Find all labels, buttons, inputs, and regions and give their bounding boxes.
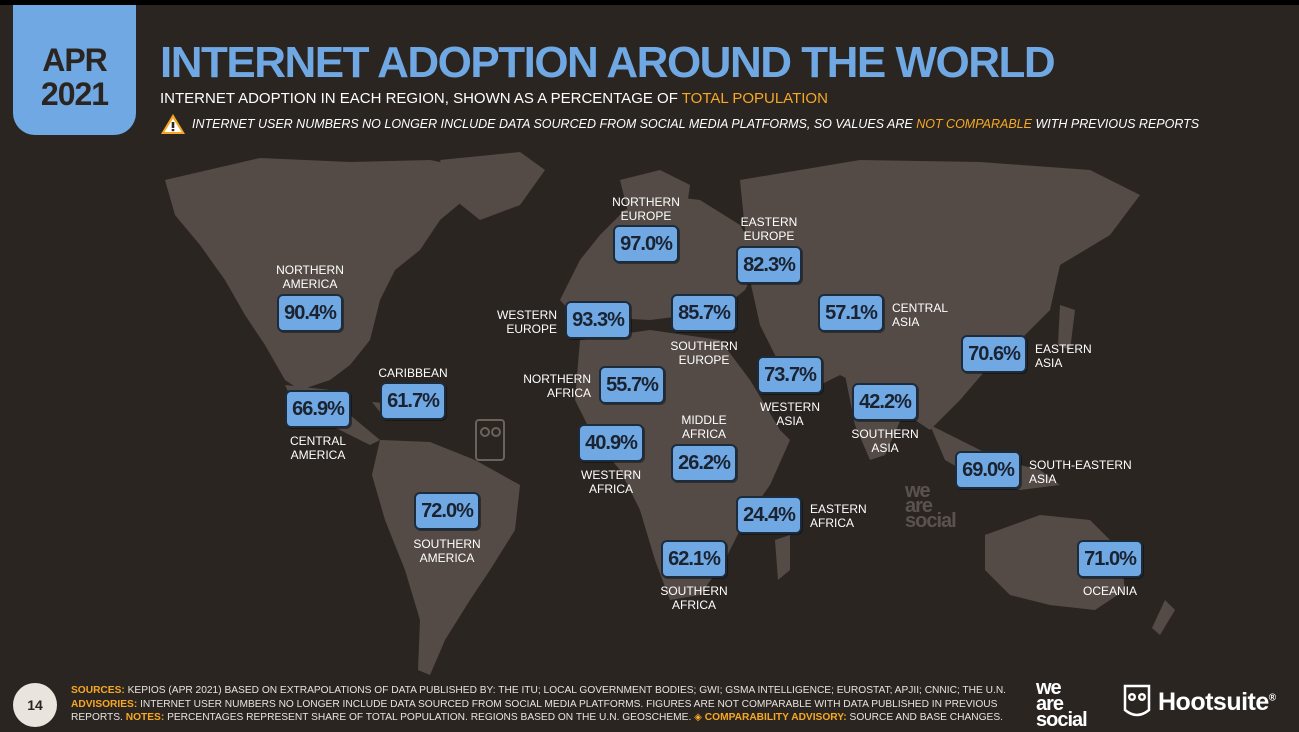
date-month: APR (42, 42, 108, 78)
value-middle-africa: 26.2% (671, 444, 737, 482)
landmass-scandinavia (620, 170, 690, 235)
label-western-africa: WESTERN AFRICA (581, 468, 641, 496)
value-central-america: 66.9% (285, 390, 351, 428)
label-southern-africa: SOUTHERN AFRICA (660, 584, 728, 612)
label-eastern-europe: EASTERN EUROPE (740, 215, 798, 243)
footer-notes: SOURCES: KEPIOS (APR 2021) BASED ON EXTR… (71, 684, 1011, 725)
landmass-north-america (165, 158, 480, 390)
value-southern-asia: 42.2% (852, 383, 918, 421)
label-oceania: OCEANIA (1082, 584, 1138, 598)
landmass-japan (1058, 305, 1075, 350)
value-western-africa: 40.9% (578, 424, 644, 462)
landmass-greenland (440, 152, 545, 220)
value-south-eastern-asia: 69.0% (955, 451, 1021, 489)
hootsuite-logo: Hootsuite® (1122, 684, 1276, 720)
label-southern-europe: SOUTHERN EUROPE (670, 339, 738, 367)
comparability-text: SOURCE AND BASE CHANGES. (849, 712, 1003, 723)
value-eastern-asia: 70.6% (961, 335, 1027, 373)
value-southern-africa: 62.1% (661, 540, 727, 578)
hootsuite-wordmark: Hootsuite® (1158, 687, 1276, 716)
page-subtitle: INTERNET ADOPTION IN EACH REGION, SHOWN … (160, 90, 828, 107)
landmass-australia (985, 515, 1125, 610)
notes-text: PERCENTAGES REPRESENT SHARE OF TOTAL POP… (167, 712, 692, 723)
value-eastern-europe: 82.3% (736, 246, 802, 284)
subtitle-accent: TOTAL POPULATION (681, 90, 828, 107)
label-central-america: CENTRAL AMERICA (289, 434, 347, 462)
advisory-line: INTERNET USER NUMBERS NO LONGER INCLUDE … (160, 113, 1199, 135)
value-northern-america: 90.4% (277, 294, 343, 332)
label-western-asia: WESTERN ASIA (760, 400, 820, 428)
label-caribbean: CARIBBEAN (378, 366, 448, 380)
label-middle-africa: MIDDLE AFRICA (681, 413, 727, 441)
advisory-accent: NOT COMPARABLE (916, 117, 1032, 131)
label-eastern-africa: EASTERN AFRICA (810, 502, 867, 530)
label-northern-europe: NORTHERN EUROPE (612, 195, 680, 223)
date-badge: APR 2021 (13, 5, 136, 135)
value-eastern-africa: 24.4% (736, 496, 802, 534)
label-eastern-asia: EASTERN ASIA (1035, 342, 1092, 370)
value-western-asia: 73.7% (757, 356, 823, 394)
advisory-main: INTERNET USER NUMBERS NO LONGER INCLUDE … (192, 117, 913, 131)
date-year: 2021 (40, 76, 109, 112)
label-south-eastern-asia: SOUTH-EASTERN ASIA (1029, 458, 1132, 486)
sources-text: KEPIOS (APR 2021) BASED ON EXTRAPOLATION… (127, 685, 1007, 696)
page-number: 14 (13, 683, 57, 727)
value-northern-africa: 55.7% (599, 366, 665, 404)
value-southern-america: 72.0% (414, 492, 480, 530)
advisories-label: ADVISORIES: (71, 698, 138, 710)
value-oceania: 71.0% (1077, 540, 1143, 578)
advisory-end: WITH PREVIOUS REPORTS (1035, 117, 1200, 131)
notes-label: NOTES: (125, 712, 165, 723)
label-western-europe: WESTERN EUROPE (497, 308, 557, 336)
label-southern-asia: SOUTHERN ASIA (851, 427, 919, 455)
top-strip (0, 0, 1299, 5)
page-title: INTERNET ADOPTION AROUND THE WORLD (160, 38, 1056, 87)
owl-icon (1123, 684, 1151, 717)
we-are-social-watermark: we are social (905, 480, 957, 532)
label-northern-america: NORTHERN AMERICA (276, 263, 344, 291)
sources-label: SOURCES: (71, 685, 125, 696)
landmass-madagascar (775, 535, 790, 580)
value-northern-europe: 97.0% (613, 225, 679, 263)
warning-icon (161, 114, 185, 134)
value-caribbean: 61.7% (380, 382, 446, 420)
landmass-south-america (372, 440, 520, 675)
value-central-asia: 57.1% (818, 294, 884, 332)
label-southern-america: SOUTHERN AMERICA (413, 537, 481, 565)
advisories-text: INTERNET USER NUMBERS NO LONGER INCLUDE … (71, 698, 998, 724)
owl-watermark (475, 419, 505, 461)
landmass-new-zealand (1152, 600, 1175, 635)
landmass-asia (740, 160, 1140, 430)
value-southern-europe: 85.7% (671, 294, 737, 332)
value-western-europe: 93.3% (565, 301, 631, 339)
label-central-asia: CENTRAL ASIA (892, 301, 949, 329)
comparability-label: ◈ COMPARABILITY ADVISORY: (694, 712, 847, 723)
subtitle-main: INTERNET ADOPTION IN EACH REGION, SHOWN … (160, 90, 678, 107)
label-northern-africa: NORTHERN AFRICA (523, 372, 591, 400)
we-are-social-logo: we are social (1036, 677, 1088, 731)
